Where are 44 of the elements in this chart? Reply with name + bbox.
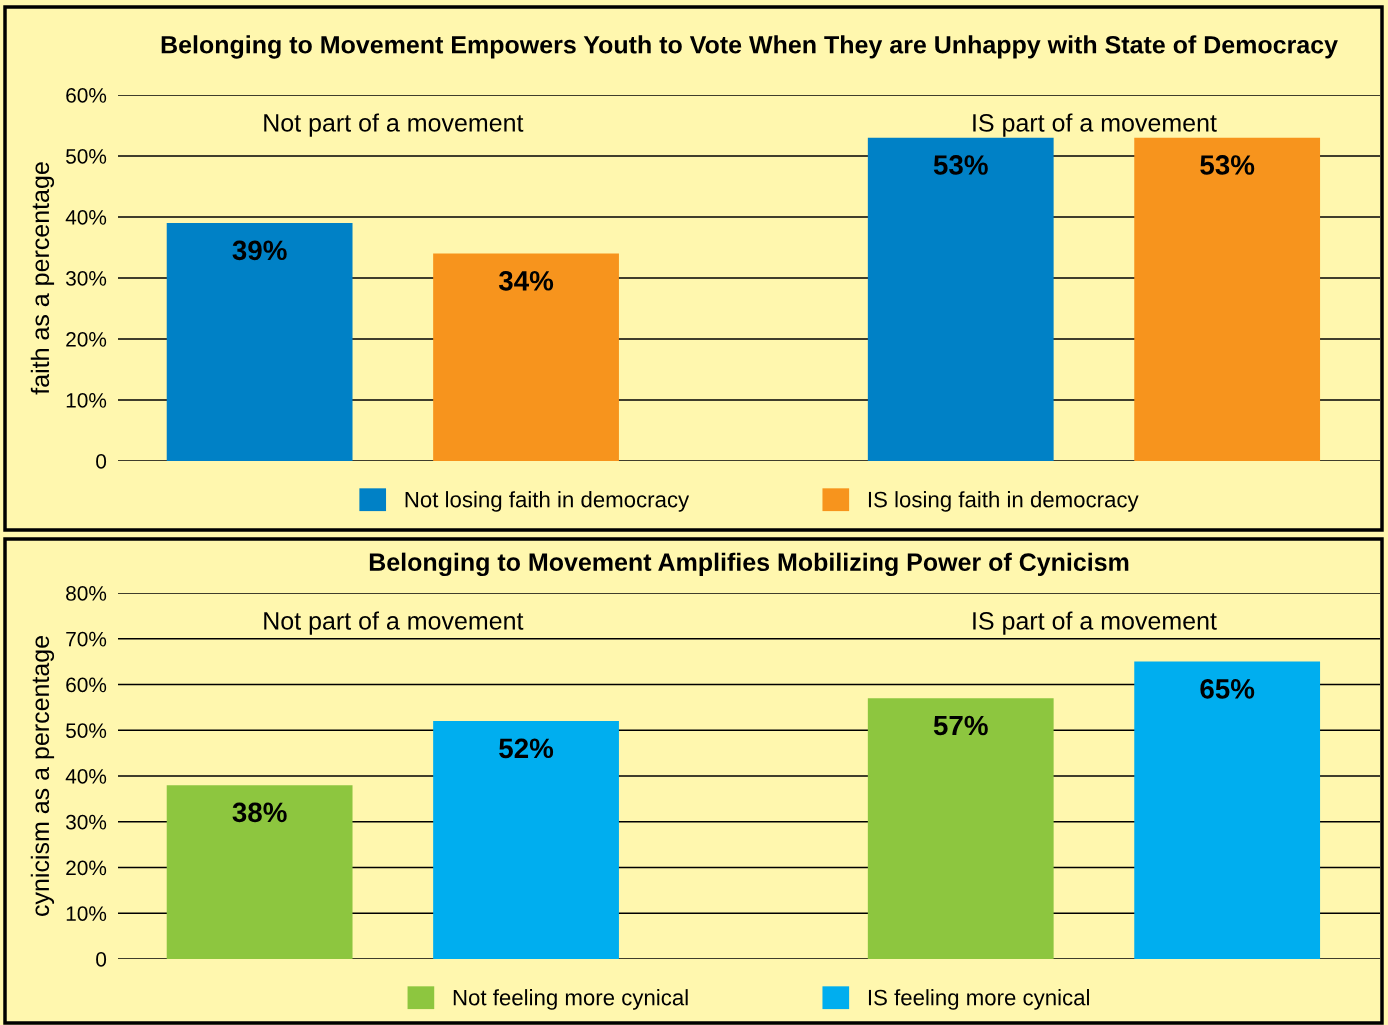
data-label: 53% bbox=[933, 155, 988, 175]
y-tick-label: 70% bbox=[66, 631, 107, 647]
legend-label: IS feeling more cynical bbox=[868, 989, 1089, 1010]
y-tick-label: 60% bbox=[66, 677, 107, 693]
y-tick-label: 10% bbox=[66, 393, 107, 408]
y-tick-label: 30% bbox=[65, 814, 107, 830]
y-tick-label: 0 bbox=[96, 454, 107, 469]
bar bbox=[1134, 661, 1321, 959]
bar bbox=[867, 137, 1054, 461]
bar bbox=[166, 223, 353, 461]
y-tick-label: 50% bbox=[66, 723, 107, 738]
legend-label: Not feeling more cynical bbox=[453, 989, 688, 1010]
data-label: 34% bbox=[498, 271, 554, 291]
y-tick-label: 20% bbox=[66, 860, 107, 876]
chart-title: Belonging to Movement Amplifies Mobilizing Power of Cynicism bbox=[369, 552, 1129, 577]
data-label: 52% bbox=[499, 738, 554, 759]
y-axis-title: faith as a percentage bbox=[30, 162, 55, 395]
data-label: 57% bbox=[933, 715, 988, 736]
legend-label: Not losing faith in democracy bbox=[405, 491, 690, 512]
y-tick-label: 50% bbox=[66, 149, 107, 164]
data-label: 39% bbox=[232, 240, 287, 261]
data-label: 53% bbox=[1200, 155, 1255, 175]
legend-label: IS losing faith in democracy bbox=[868, 491, 1139, 512]
bar bbox=[867, 698, 1054, 959]
y-tick-label: 40% bbox=[65, 769, 107, 784]
data-label: 38% bbox=[232, 802, 287, 823]
y-tick-label: 40% bbox=[65, 210, 107, 225]
bar bbox=[1134, 137, 1321, 461]
y-tick-label: 0 bbox=[96, 952, 107, 967]
bar bbox=[433, 721, 619, 959]
x-tick-label: Not part of a movement bbox=[264, 113, 524, 137]
x-tick-label: Not part of a movement bbox=[264, 611, 524, 635]
y-axis-title: cynicism as a percentage bbox=[30, 636, 55, 916]
data-label: 65% bbox=[1200, 679, 1255, 699]
y-tick-label: 60% bbox=[66, 88, 107, 103]
y-tick-label: 10% bbox=[66, 906, 107, 921]
y-tick-label: 20% bbox=[66, 332, 107, 347]
chart-title: Belonging to Movement Empowers Youth to Vote When They are Unhappy with State of Democracy bbox=[161, 35, 1338, 59]
x-tick-label: IS part of a movement bbox=[973, 611, 1217, 635]
y-tick-label: 30% bbox=[65, 271, 107, 286]
y-tick-label: 80% bbox=[66, 586, 107, 601]
bar bbox=[166, 785, 353, 959]
x-tick-label: IS part of a movement bbox=[973, 113, 1217, 137]
bar bbox=[433, 253, 619, 461]
